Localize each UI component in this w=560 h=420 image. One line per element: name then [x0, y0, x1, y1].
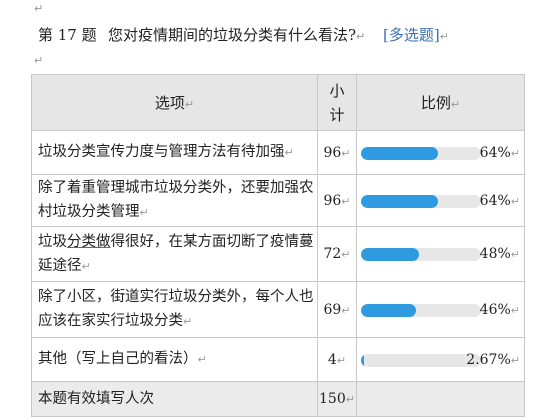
- paragraph-mark: ↵: [34, 54, 44, 67]
- paragraph-mark: ↵: [139, 206, 149, 219]
- option-count: 96↵: [317, 174, 357, 227]
- option-label: 垃圾分类宣传力度与管理方法有待加强↵: [31, 130, 318, 175]
- progress-fill: [361, 303, 417, 317]
- progress-bar: [361, 303, 481, 317]
- question-number: 第 17 题: [38, 26, 97, 44]
- header-option: 选项↵: [31, 74, 318, 131]
- paragraph-mark: ↵: [510, 146, 520, 160]
- progress-bar: [361, 194, 481, 208]
- paragraph-mark: ↵: [284, 146, 294, 159]
- ratio-label: 2.67%↵: [466, 351, 520, 368]
- progress-bar: [361, 248, 481, 261]
- option-count: 72↵: [317, 226, 357, 282]
- table-row: 除了着重管理城市垃圾分类外，还要加强农村垃圾分类管理↵ 96↵ 64%↵: [31, 174, 525, 227]
- option-count: 69↵: [317, 281, 357, 338]
- paragraph-mark: ↵: [450, 98, 461, 111]
- ratio-cell: 64%↵: [356, 174, 525, 227]
- ratio-label: 46%↵: [479, 301, 520, 318]
- option-label: 除了着重管理城市垃圾分类外，还要加强农村垃圾分类管理↵: [31, 174, 318, 227]
- table-row: 其他（写上自己的看法）↵ 4↵ 2.67%↵: [31, 337, 525, 382]
- header-count: 小计: [317, 74, 357, 131]
- paragraph-mark: ↵: [510, 194, 520, 208]
- table-footer-row: 本题有效填写人次 150↵: [31, 381, 525, 417]
- paragraph-mark: ↵: [341, 194, 351, 208]
- option-count: 4↵: [317, 337, 357, 382]
- ratio-cell: 46%↵: [356, 281, 525, 338]
- question-text: 您对疫情期间的垃圾分类有什么看法?↵: [108, 26, 366, 44]
- progress-fill: [361, 248, 419, 261]
- paragraph-mark: ↵: [341, 248, 351, 261]
- paragraph-mark: ↵: [341, 303, 351, 317]
- paragraph-mark: ↵: [336, 353, 347, 367]
- footer-count: 150↵: [317, 381, 357, 417]
- header-ratio: 比例↵: [356, 74, 525, 131]
- option-label: 其他（写上自己的看法）↵: [31, 337, 318, 382]
- option-label: 除了小区，街道实行垃圾分类外，每个人也应该在家实行垃圾分类↵: [31, 281, 318, 338]
- paragraph-mark: ↵: [356, 30, 366, 43]
- progress-bar: [361, 353, 481, 367]
- ratio-label: 48%↵: [479, 246, 520, 262]
- footer-label: 本题有效填写人次: [31, 381, 318, 417]
- ratio-cell: 64%↵: [356, 130, 525, 175]
- paragraph-mark: ↵: [197, 353, 207, 366]
- question-type-label[interactable]: [多选题]↵: [383, 26, 449, 44]
- table-row: 垃圾分类宣传力度与管理方法有待加强↵ 96↵ 64%↵: [31, 130, 525, 175]
- paragraph-mark: ↵: [510, 353, 520, 367]
- ratio-cell: 48%↵: [356, 226, 525, 282]
- option-label: 垃圾分类做得很好，在某方面切断了疫情蔓延途径↵: [31, 226, 318, 282]
- results-table: 选项↵ 小计 比例↵ 垃圾分类宣传力度与管理方法有待加强↵ 96↵ 64%↵ 除…: [31, 74, 525, 417]
- paragraph-mark: ↵: [34, 2, 44, 15]
- footer-empty-cell: [356, 381, 525, 417]
- paragraph-mark: ↵: [345, 393, 355, 406]
- paragraph-mark: ↵: [183, 315, 193, 328]
- option-count: 96↵: [317, 130, 357, 175]
- ratio-label: 64%↵: [479, 192, 520, 209]
- table-row: 除了小区，街道实行垃圾分类外，每个人也应该在家实行垃圾分类↵ 69↵ 46%↵: [31, 281, 525, 338]
- question-title: 第 17 题 您对疫情期间的垃圾分类有什么看法?↵ [多选题]↵: [38, 24, 558, 46]
- table-header-row: 选项↵ 小计 比例↵: [31, 74, 525, 131]
- table-row: 垃圾分类做得很好，在某方面切断了疫情蔓延途径↵ 72↵ 48%↵: [31, 226, 525, 282]
- ratio-label: 64%↵: [479, 144, 520, 161]
- paragraph-mark: ↵: [341, 146, 351, 160]
- progress-fill: [361, 146, 438, 160]
- paragraph-mark: ↵: [510, 248, 520, 261]
- progress-bar: [361, 146, 481, 160]
- paragraph-mark: ↵: [184, 98, 195, 111]
- underlined-text: 分类做: [67, 233, 111, 250]
- progress-fill: [361, 353, 365, 367]
- progress-fill: [361, 194, 438, 208]
- paragraph-mark: ↵: [510, 303, 520, 317]
- paragraph-mark: ↵: [81, 259, 91, 273]
- ratio-cell: 2.67%↵: [356, 337, 525, 382]
- paragraph-mark: ↵: [439, 30, 449, 43]
